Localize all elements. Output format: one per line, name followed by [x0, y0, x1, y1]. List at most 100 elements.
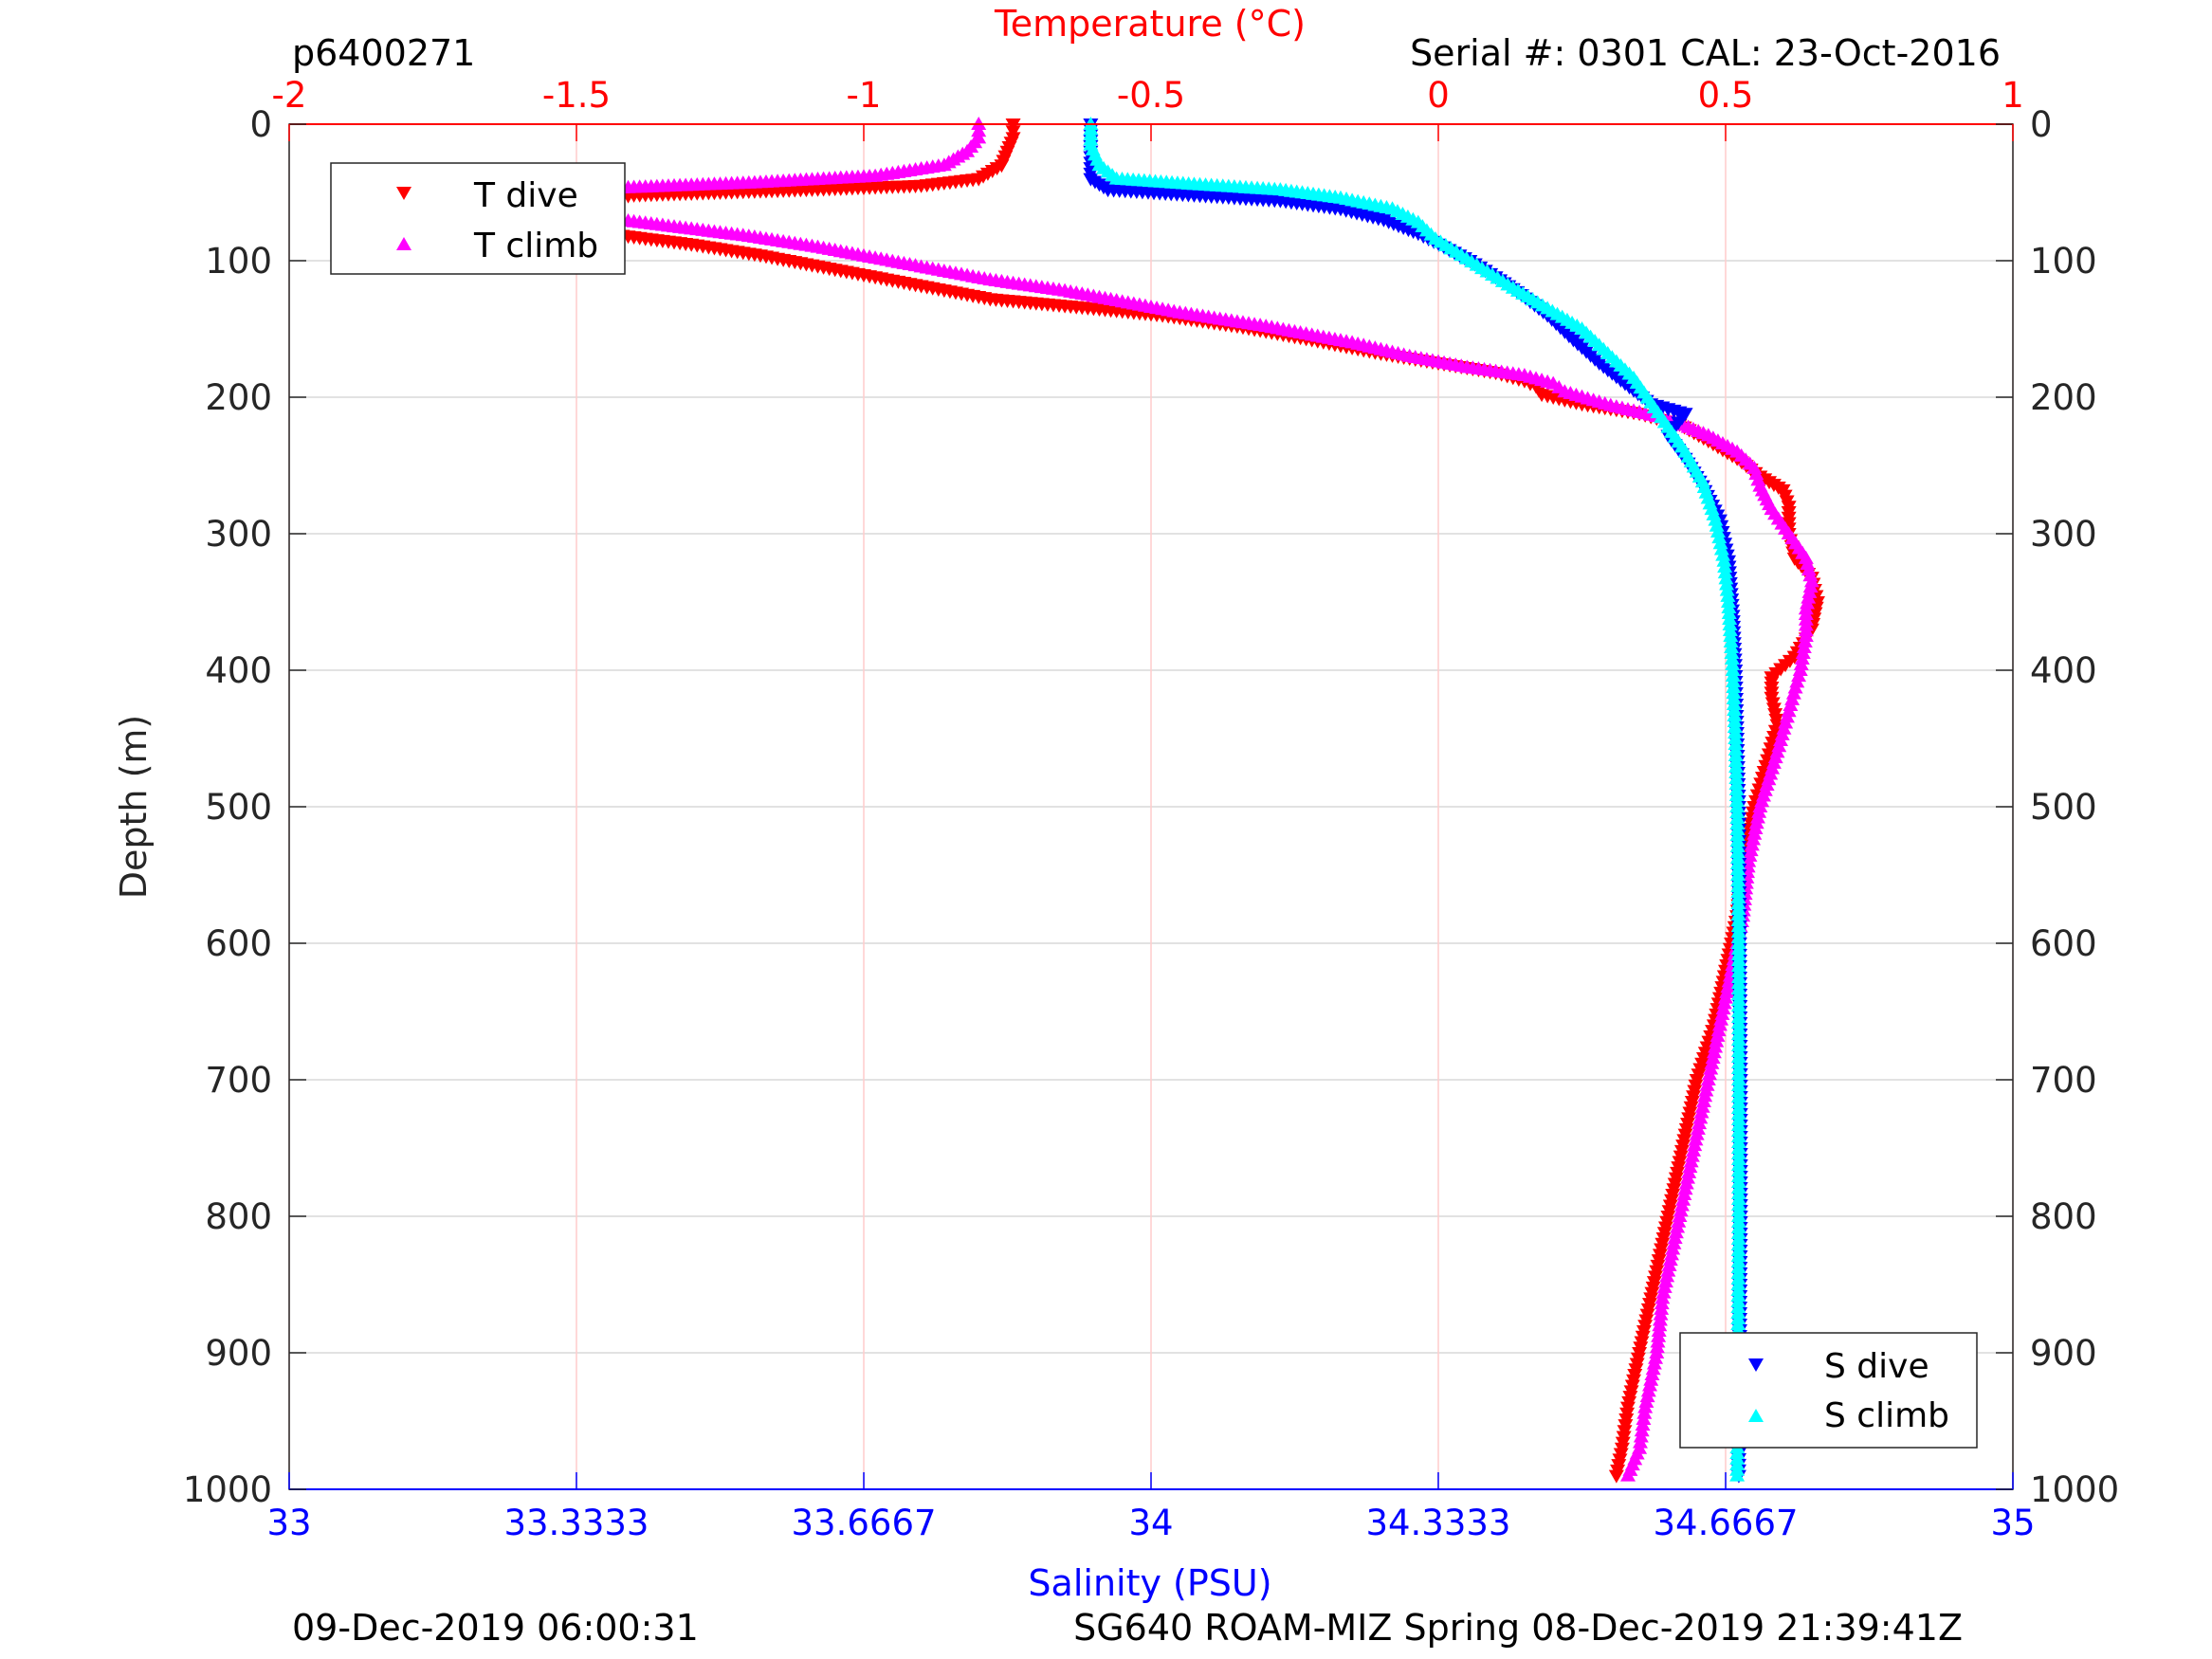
- data-point: [1718, 571, 1734, 585]
- data-point: [1800, 595, 1816, 610]
- salinity-tick-label: 33.6667: [792, 1503, 937, 1543]
- t-climb-legend-marker: [396, 237, 411, 250]
- data-point: [1690, 1121, 1706, 1135]
- salinity-legend-box: [1679, 1332, 1978, 1449]
- data-point: [1709, 523, 1726, 538]
- data-point: [1717, 565, 1733, 579]
- axis-tick-labels: 0 0 100 100 200 200 300 300 400 400 500 500 600 600 70…: [183, 75, 2119, 1543]
- data-point: [1649, 1345, 1665, 1358]
- data-point: [1635, 1417, 1651, 1431]
- s-climb-series: [1083, 117, 1746, 1482]
- data-point: [1709, 1033, 1725, 1048]
- data-point: [1702, 1066, 1718, 1081]
- data-point: [1636, 1405, 1653, 1419]
- data-point: [1718, 990, 1733, 1004]
- data-point: [1712, 536, 1728, 550]
- data-point: [1747, 821, 1764, 835]
- depth-tick-label-left: 0: [249, 104, 272, 145]
- data-point: [1708, 512, 1724, 526]
- data-point: [1619, 1468, 1636, 1482]
- data-point: [1667, 1231, 1683, 1245]
- s-dive-legend-marker: [1748, 1358, 1764, 1372]
- data-point: [1746, 826, 1763, 840]
- t-dive-legend-label: T dive: [473, 176, 578, 215]
- data-point: [1673, 1197, 1690, 1212]
- salinity-tick-label: 33: [266, 1503, 311, 1543]
- depth-tick-label-left: 300: [205, 514, 272, 555]
- depth-tick-label-right: 300: [2030, 514, 2097, 555]
- s-climb-legend-label: S climb: [1824, 1396, 1949, 1435]
- data-point: [1665, 1241, 1681, 1255]
- data-point: [1713, 1012, 1729, 1026]
- serial-cal-info: Serial #: 0301 CAL: 23-Oct-2016: [1410, 32, 2001, 74]
- data-point: [1638, 1394, 1654, 1408]
- data-point: [1640, 1383, 1656, 1397]
- temperature-tick-label: -1: [847, 75, 882, 116]
- t-climb-legend-label: T climb: [473, 227, 598, 265]
- data-point: [1662, 1252, 1678, 1267]
- salinity-legend: S dive S climb: [1679, 1332, 1978, 1449]
- data-point: [1633, 1429, 1649, 1443]
- data-point: [1709, 1028, 1726, 1042]
- depth-tick-label-right: 400: [2030, 650, 2097, 691]
- data-point: [1699, 1077, 1715, 1091]
- temperature-tick-label: -0.5: [1117, 75, 1185, 116]
- depth-tick-label-right: 600: [2030, 923, 2097, 964]
- data-point: [1794, 651, 1810, 665]
- data-point: [1671, 1213, 1687, 1228]
- data-point: [1636, 1411, 1652, 1425]
- data-point: [1694, 1099, 1710, 1113]
- data-point: [1643, 1372, 1659, 1386]
- depth-tick-label-right: 500: [2030, 787, 2097, 828]
- data-point: [1692, 1110, 1709, 1124]
- data-point: [1672, 1209, 1688, 1222]
- data-point: [1639, 1389, 1655, 1403]
- data-point: [1695, 1094, 1711, 1108]
- data-point: [1656, 1279, 1673, 1293]
- data-point: [1687, 1138, 1703, 1152]
- data-point: [1664, 1247, 1680, 1261]
- s-dive-legend-label: S dive: [1824, 1347, 1929, 1386]
- t-dive-series: [528, 118, 1825, 1484]
- data-point: [1719, 582, 1735, 596]
- data-point: [1675, 1192, 1691, 1206]
- data-point: [1681, 1164, 1697, 1178]
- salinity-tick-label: 35: [1990, 1503, 2035, 1543]
- data-point: [1752, 799, 1768, 812]
- salinity-tick-label: 34: [1128, 1503, 1173, 1543]
- data-point: [1706, 1045, 1722, 1059]
- data-point: [1660, 1263, 1676, 1277]
- s-climb-legend-marker: [1748, 1409, 1764, 1422]
- data-point: [1637, 1399, 1654, 1413]
- salinity-axis-title: Salinity (PSU): [1028, 1562, 1271, 1604]
- data-point: [1708, 1039, 1724, 1053]
- temperature-tick-label: -1.5: [542, 75, 611, 116]
- data-point: [1715, 1001, 1731, 1015]
- depth-tick-label-right: 900: [2030, 1333, 2097, 1374]
- depth-tick-label-left: 500: [205, 787, 272, 828]
- data-point: [1719, 984, 1735, 998]
- data-point: [1632, 1434, 1648, 1449]
- depth-tick-label-left: 400: [205, 650, 272, 691]
- data-point: [1748, 815, 1764, 830]
- depth-tick-label-right: 700: [2030, 1060, 2097, 1101]
- data-point: [1648, 1350, 1664, 1364]
- temperature-tick-label: 0: [1427, 75, 1450, 116]
- data-point: [1682, 1159, 1698, 1174]
- axis-ticks: [288, 123, 2014, 1490]
- data-point: [1698, 1083, 1714, 1097]
- data-point: [1005, 125, 1021, 139]
- depth-tick-label-left: 1000: [183, 1469, 272, 1510]
- salinity-tick-label: 34.6667: [1654, 1503, 1799, 1543]
- depth-tick-label-right: 100: [2030, 241, 2097, 282]
- data-point: [1686, 1142, 1702, 1157]
- data-point: [1700, 1072, 1716, 1085]
- data-point: [1717, 558, 1733, 573]
- data-point: [1661, 1257, 1677, 1271]
- temperature-legend-box: [330, 162, 626, 275]
- salinity-tick-label: 34.3333: [1365, 1503, 1510, 1543]
- depth-tick-label-left: 200: [205, 377, 272, 418]
- temperature-tick-label: -2: [272, 75, 307, 116]
- temperature-tick-label: 1: [2002, 75, 2024, 116]
